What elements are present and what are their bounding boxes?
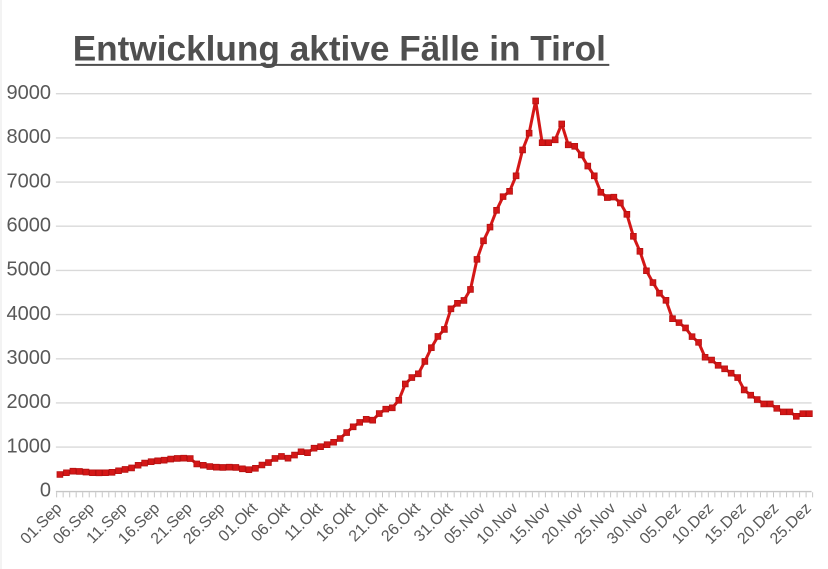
svg-text:3000: 3000: [7, 347, 52, 369]
svg-text:7000: 7000: [7, 170, 52, 192]
svg-text:6000: 6000: [7, 214, 52, 236]
svg-text:5000: 5000: [7, 259, 52, 281]
svg-text:9000: 9000: [7, 82, 52, 104]
svg-text:1000: 1000: [7, 435, 52, 457]
svg-text:0: 0: [40, 480, 51, 502]
svg-text:2000: 2000: [7, 391, 52, 413]
svg-text:4000: 4000: [7, 303, 52, 325]
svg-text:8000: 8000: [7, 126, 52, 148]
svg-text:Entwicklung aktive Fälle in Ti: Entwicklung aktive Fälle in Tirol: [73, 30, 606, 69]
